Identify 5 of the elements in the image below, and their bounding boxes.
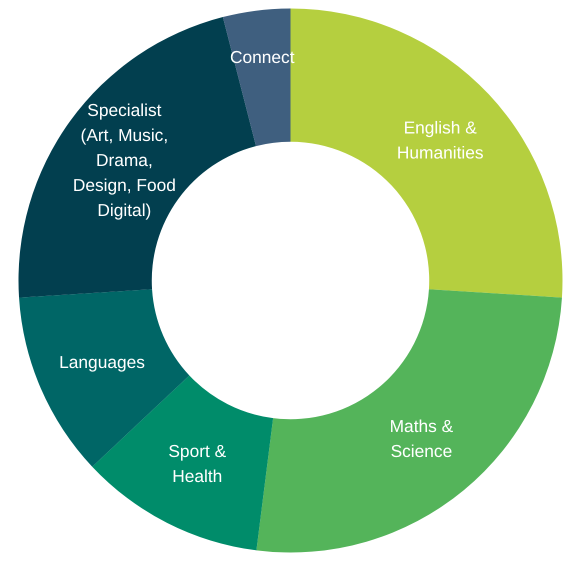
- slice-label: Specialist (Art, Music, Drama, Design, Food Digital): [72, 100, 176, 220]
- slice-label: Maths & Science: [390, 416, 454, 462]
- slice-label: Languages: [59, 352, 146, 372]
- slice-label: English & Humanities: [396, 117, 484, 162]
- slice-label: Sport & Health: [168, 440, 227, 486]
